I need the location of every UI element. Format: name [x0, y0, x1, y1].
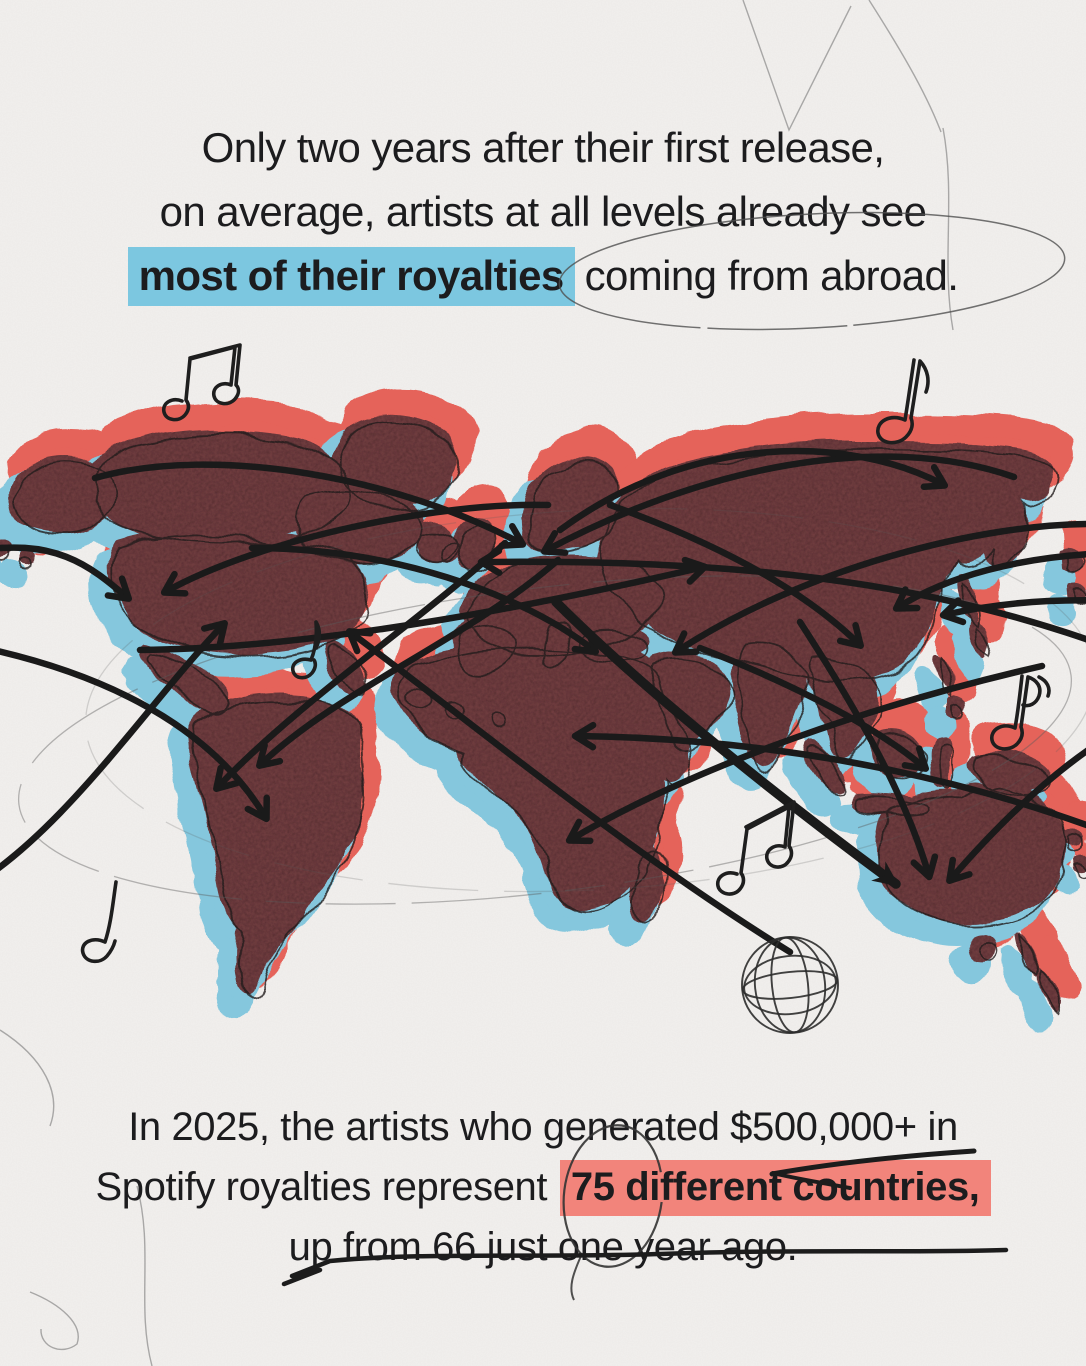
- headline: Only two years after their first release…: [0, 116, 1086, 308]
- music-note-icon: [876, 358, 930, 445]
- footer-line-2-prefix: Spotify royalties represent: [95, 1165, 548, 1209]
- headline-line-1: Only two years after their first release…: [201, 124, 885, 171]
- pencil-orbit-lines: [17, 507, 1086, 905]
- music-note-icon: [715, 800, 796, 896]
- headline-line-2: on average, artists at all levels alread…: [159, 188, 927, 235]
- globe-icon: [741, 936, 839, 1034]
- music-note-icon: [161, 343, 242, 422]
- footer-stat: In 2025, the artists who generated $500,…: [0, 1097, 1086, 1277]
- flow-arrow: [0, 620, 228, 872]
- flow-arrow: [946, 747, 1086, 885]
- flow-arrow: [477, 547, 1086, 643]
- footer-line-1: In 2025, the artists who generated $500,…: [128, 1105, 958, 1149]
- flow-arrow: [345, 628, 794, 956]
- flow-arrow: [0, 648, 270, 823]
- footer-line-2: Spotify royalties represent 75 different…: [0, 1157, 1086, 1217]
- headline-line-3-rest: coming from abroad.: [584, 252, 959, 299]
- flow-arrow: [256, 556, 562, 769]
- music-doodles: [80, 343, 1051, 964]
- flow-arrow: [565, 662, 1046, 845]
- flow-arrow: [892, 551, 1086, 612]
- flow-arrow: [696, 644, 930, 772]
- flow-arrow: [91, 461, 527, 549]
- flow-arrow: [671, 520, 1086, 656]
- flow-arrow: [0, 544, 133, 602]
- flow-arrow: [796, 618, 939, 881]
- highlighted-phrase-royalties: most of their royalties: [127, 247, 575, 306]
- flow-arrow: [571, 721, 1086, 829]
- flow-arrow: [213, 539, 509, 792]
- flow-arrow: [160, 501, 552, 597]
- royalty-flow-arrows: [0, 447, 1086, 956]
- flow-arrow: [248, 544, 600, 655]
- flow-arrow: [939, 597, 1086, 626]
- flow-arrow: [606, 501, 864, 649]
- footer-line-3: up from 66 just one year ago.: [288, 1225, 798, 1269]
- music-note-icon: [990, 674, 1051, 751]
- music-note-icon: [80, 880, 118, 964]
- flow-arrow: [540, 453, 1018, 556]
- headline-line-3: most of their royalties coming from abroa…: [0, 244, 1086, 308]
- flow-arrow: [556, 447, 949, 534]
- pencil-scribbles: [0, 1029, 153, 1366]
- music-note-icon: [290, 620, 322, 680]
- flow-arrow: [136, 556, 709, 654]
- flow-arrow: [551, 597, 901, 889]
- highlighted-phrase-countries: 75 different countries,: [559, 1160, 991, 1216]
